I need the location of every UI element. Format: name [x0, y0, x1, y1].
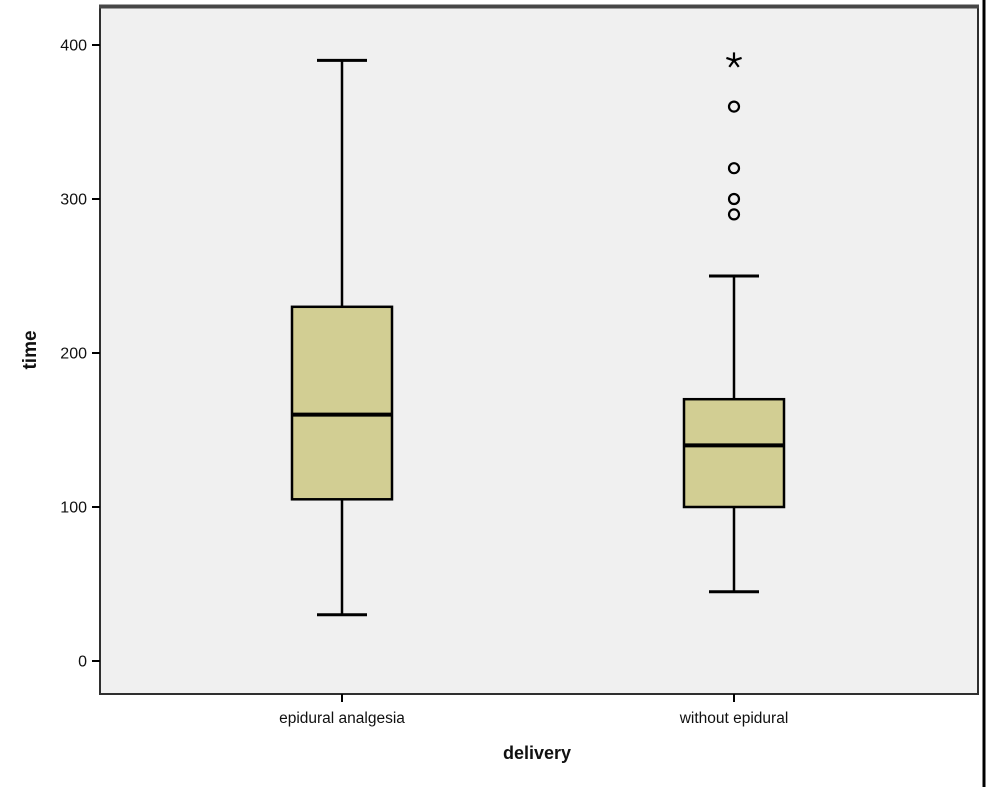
x-category-label: without epidural	[679, 710, 789, 727]
extreme-marker-arm	[728, 59, 735, 68]
outlier-marker	[727, 208, 741, 221]
y-axis-tick-label: 0	[78, 654, 87, 671]
y-axis-tick-label: 400	[60, 38, 87, 55]
y-axis-tick-label: 200	[60, 346, 87, 363]
iqr-box	[290, 305, 394, 501]
extreme-marker-arm	[726, 56, 735, 62]
outlier-marker	[727, 162, 741, 175]
chart-generated-layer: 0 100 200 300 400 epidural analgesia without e…	[60, 0, 986, 787]
extreme-marker-arm	[733, 59, 740, 68]
outlier-marker	[727, 192, 741, 206]
extreme-marker-arm	[733, 56, 742, 62]
x-axis-title: delivery	[503, 743, 571, 763]
y-axis-tick-label: 300	[60, 192, 87, 209]
y-axis-tick-label: 100	[60, 500, 87, 517]
iqr-box	[682, 397, 786, 509]
y-axis-title: time	[20, 330, 41, 369]
plot-area	[100, 6, 978, 694]
x-category-label: epidural analgesia	[279, 710, 405, 727]
outlier-marker	[727, 100, 741, 113]
